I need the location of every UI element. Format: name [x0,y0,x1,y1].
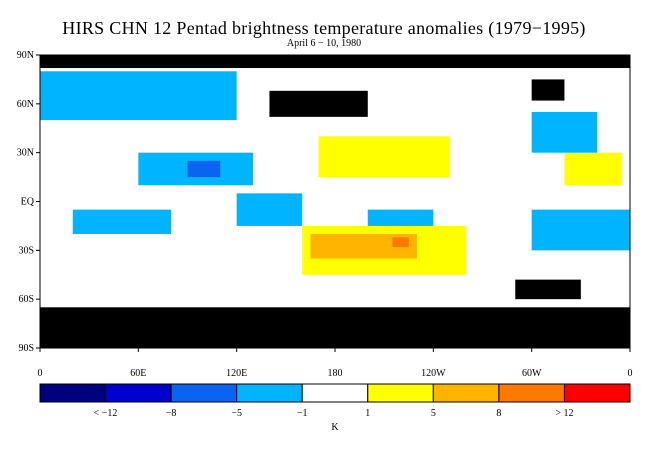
x-tick-label: 0 [628,368,633,379]
colorbar-tick-label: < −12 [94,408,118,419]
colorbar-bin [105,383,172,403]
colorbar-tick-label: −1 [297,408,308,419]
y-tick-label: 30S [18,245,34,256]
colorbar-bin [563,383,631,403]
anomaly-region-south-polar-missing [40,307,630,348]
colorbar-tick-label: 5 [431,408,436,419]
colorbar-tick-label: 8 [496,408,501,419]
anomaly-region-north-america-missing [531,79,565,101]
anomaly-region-south-atlantic-missing [515,279,581,300]
colorbar-tick-label: −8 [166,408,177,419]
y-tick-label: EQ [21,197,35,208]
colorbar-tick-label: > 12 [555,408,573,419]
anomaly-region-north-pacific-warm [318,136,450,178]
anomaly-region-arctic-cold [40,71,237,121]
y-tick-label: 90S [18,343,34,354]
anomaly-region-north-polar-missing [40,55,630,69]
colorbar-bin [236,383,303,403]
colorbar-bin [367,383,434,403]
colorbar-bin [39,383,107,403]
anomaly-region-north-pacific-missing [269,90,368,117]
anomaly-region-south-pacific-hotter [392,237,409,248]
chart-subtitle: April 6 − 10, 1980 [286,38,362,49]
y-tick-label: 30N [17,148,34,159]
y-tick-label: 90N [17,50,34,61]
anomaly-region-south-atlantic-cold [531,209,630,251]
colorbar-tick-label: 1 [365,408,370,419]
anomaly-region-west-pacific-cold [236,193,303,226]
colorbar-unit-label: K [331,422,339,433]
colorbar-bin [170,383,238,403]
x-tick-label: 0 [38,368,43,379]
x-tick-label: 60E [130,368,146,379]
anomaly-region-north-atlantic-cold [531,111,598,153]
colorbar-bin [432,383,500,403]
anomaly-region-south-china-cold [187,160,221,178]
colorbar-bin [301,383,369,403]
colorbar-tick-label: −5 [231,408,242,419]
colorbar-bin [498,383,565,403]
chart-title: HIRS CHN 12 Pentad brightness temperatur… [62,18,586,38]
anomaly-region-indian-ocean-cold [72,209,172,235]
x-tick-label: 60W [522,368,542,379]
y-tick-label: 60S [18,294,34,305]
y-tick-label: 60N [17,99,34,110]
x-tick-label: 180 [328,368,343,379]
x-tick-label: 120E [226,368,247,379]
anomaly-region-atlantic-warm [564,152,622,186]
x-tick-label: 120W [421,368,446,379]
